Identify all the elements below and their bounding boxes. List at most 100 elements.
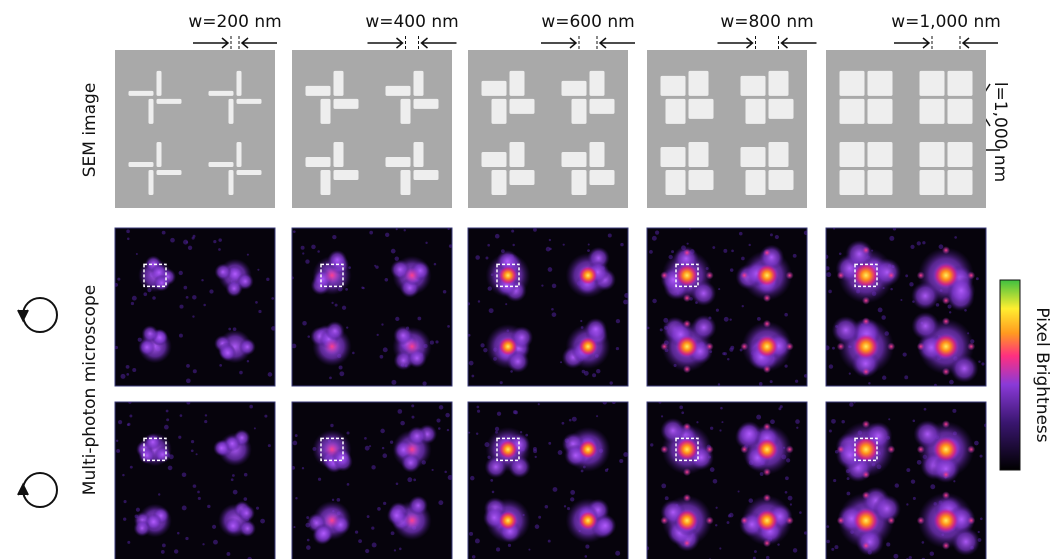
noise bbox=[696, 421, 698, 423]
noise bbox=[404, 229, 406, 231]
emission bbox=[139, 447, 156, 464]
noise bbox=[833, 479, 836, 482]
hotspot bbox=[942, 420, 950, 428]
hotspot bbox=[324, 338, 340, 354]
noise bbox=[257, 269, 259, 271]
noise bbox=[193, 369, 197, 373]
hotspot bbox=[676, 335, 699, 358]
noise bbox=[342, 306, 346, 310]
noise bbox=[192, 237, 195, 240]
noise bbox=[168, 466, 173, 471]
nanostructure bbox=[157, 142, 162, 167]
noise bbox=[739, 232, 743, 236]
noise bbox=[490, 479, 493, 482]
nanostructure bbox=[840, 170, 865, 195]
noise bbox=[121, 374, 126, 379]
noise bbox=[795, 380, 798, 383]
hotspot bbox=[933, 334, 959, 360]
noise bbox=[118, 420, 122, 424]
noise bbox=[438, 500, 443, 505]
noise bbox=[380, 355, 384, 359]
figure: SEM image Multi-photon microscope l=1,00… bbox=[0, 0, 1056, 559]
noise bbox=[659, 401, 662, 404]
hotspot bbox=[887, 517, 895, 525]
noise bbox=[447, 228, 449, 230]
noise bbox=[182, 506, 187, 511]
hotspot bbox=[676, 438, 699, 461]
noise bbox=[508, 544, 511, 547]
emission bbox=[153, 275, 170, 292]
noise bbox=[922, 541, 925, 544]
emission bbox=[239, 338, 256, 355]
nanostructure bbox=[590, 142, 605, 167]
noise bbox=[585, 555, 588, 558]
noise bbox=[562, 422, 565, 425]
noise bbox=[713, 479, 718, 484]
nanostructure bbox=[572, 99, 587, 124]
noise bbox=[826, 540, 829, 543]
noise bbox=[727, 521, 730, 524]
hotspot bbox=[786, 343, 794, 351]
nanostructure bbox=[948, 99, 973, 124]
noise bbox=[127, 424, 129, 426]
emission bbox=[213, 440, 230, 457]
noise bbox=[829, 429, 832, 432]
noise bbox=[563, 244, 565, 246]
noise bbox=[724, 317, 729, 322]
noise bbox=[123, 517, 126, 520]
noise bbox=[256, 507, 259, 510]
noise bbox=[247, 254, 249, 256]
hotspot bbox=[706, 343, 714, 351]
noise bbox=[585, 545, 589, 549]
scale-label: l=1,000 nm bbox=[990, 82, 1010, 182]
noise bbox=[906, 468, 910, 472]
noise bbox=[205, 414, 207, 416]
noise bbox=[365, 446, 370, 451]
noise bbox=[247, 360, 249, 362]
nanostructure bbox=[920, 99, 945, 124]
noise bbox=[647, 327, 650, 330]
nanostructure bbox=[510, 142, 525, 167]
noise bbox=[271, 297, 274, 300]
noise bbox=[652, 236, 657, 241]
noise bbox=[329, 377, 332, 380]
noise bbox=[317, 250, 320, 253]
noise bbox=[468, 334, 471, 337]
nanostructure bbox=[510, 170, 535, 185]
noise bbox=[655, 231, 659, 235]
hotspot bbox=[763, 249, 771, 257]
noise bbox=[292, 344, 297, 349]
noise bbox=[922, 241, 925, 244]
sem-panel bbox=[115, 50, 275, 208]
noise bbox=[721, 421, 723, 423]
hotspot bbox=[917, 445, 925, 453]
noise bbox=[179, 305, 183, 309]
noise bbox=[903, 352, 907, 356]
noise bbox=[213, 240, 216, 243]
noise bbox=[793, 254, 797, 258]
nanostructure bbox=[414, 142, 424, 167]
noise bbox=[438, 427, 441, 430]
hotspot bbox=[706, 517, 714, 525]
noise bbox=[649, 250, 653, 254]
noise bbox=[254, 427, 256, 429]
noise bbox=[412, 416, 415, 419]
noise bbox=[332, 499, 334, 501]
noise bbox=[471, 375, 474, 378]
noise bbox=[183, 240, 188, 245]
nanostructure bbox=[689, 71, 709, 96]
noise bbox=[913, 497, 916, 500]
hotspot bbox=[887, 271, 895, 279]
noise bbox=[616, 319, 620, 323]
hotspot bbox=[837, 445, 845, 453]
emission bbox=[911, 312, 939, 340]
hotspot bbox=[917, 517, 925, 525]
noise bbox=[888, 418, 890, 420]
noise bbox=[759, 382, 763, 386]
nanostructure bbox=[868, 142, 893, 167]
hotspot bbox=[942, 542, 950, 550]
noise bbox=[306, 545, 311, 550]
noise bbox=[831, 548, 834, 551]
noise bbox=[371, 527, 374, 530]
hotspot bbox=[763, 423, 771, 431]
